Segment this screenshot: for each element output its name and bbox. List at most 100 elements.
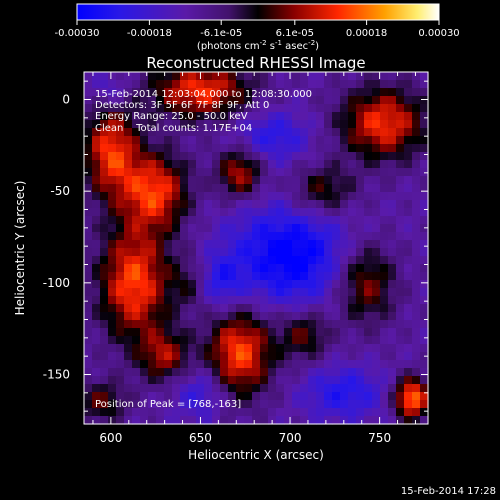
heatmap-cell [292, 160, 301, 169]
heatmap-cell [300, 320, 309, 329]
heatmap-cell [332, 416, 341, 425]
heatmap-cell [188, 160, 197, 169]
heatmap-cell [84, 336, 93, 345]
heatmap-cell [396, 336, 405, 345]
heatmap-cell [92, 192, 101, 201]
heatmap-cell [84, 312, 93, 321]
heatmap-cell [236, 232, 245, 241]
heatmap-cell [404, 408, 413, 417]
heatmap-cell [180, 320, 189, 329]
heatmap-cell [140, 192, 149, 201]
heatmap-cell [228, 120, 237, 129]
heatmap-cell [388, 168, 397, 177]
heatmap-cell [92, 128, 101, 137]
heatmap-cell [380, 320, 389, 329]
heatmap-cell [356, 352, 365, 361]
heatmap-cell [132, 80, 141, 89]
heatmap-cell [172, 416, 181, 425]
heatmap-cell [276, 200, 285, 209]
heatmap-cell [204, 184, 213, 193]
heatmap-cell [188, 408, 197, 417]
heatmap-cell [164, 352, 173, 361]
heatmap-cell [204, 200, 213, 209]
heatmap-cell [364, 104, 373, 113]
heatmap-cell [140, 80, 149, 89]
heatmap-cell [340, 72, 349, 81]
heatmap-cell [148, 224, 157, 233]
heatmap-cell [316, 128, 325, 137]
heatmap-cell [284, 80, 293, 89]
heatmap-cell [276, 168, 285, 177]
heatmap-cell [380, 304, 389, 313]
heatmap-cell [196, 200, 205, 209]
heatmap-cell [380, 96, 389, 105]
heatmap-cell [260, 256, 269, 265]
heatmap-cell [140, 408, 149, 417]
heatmap-cell [412, 376, 421, 385]
heatmap-cell [292, 80, 301, 89]
heatmap-cell [396, 96, 405, 105]
heatmap-cell [364, 176, 373, 185]
heatmap-cell [156, 360, 165, 369]
heatmap-cell [412, 120, 421, 129]
heatmap-cell [292, 392, 301, 401]
heatmap-cell [276, 360, 285, 369]
heatmap-cell [380, 384, 389, 393]
heatmap-cell [284, 360, 293, 369]
heatmap-cell [228, 176, 237, 185]
heatmap-cell [300, 104, 309, 113]
colorbar-tick-label: -0.00030 [55, 28, 100, 39]
heatmap-cell [244, 240, 253, 249]
heatmap-cell [212, 264, 221, 273]
heatmap-cell [220, 88, 229, 97]
heatmap-cell [364, 296, 373, 305]
heatmap-cell [372, 344, 381, 353]
heatmap-cell [316, 256, 325, 265]
heatmap-cell [284, 192, 293, 201]
heatmap-cell [164, 416, 173, 425]
heatmap-cell [292, 264, 301, 273]
heatmap-cell [268, 264, 277, 273]
heatmap-cell [100, 368, 109, 377]
heatmap-cell [276, 184, 285, 193]
heatmap-cell [260, 352, 269, 361]
heatmap-cell [380, 360, 389, 369]
heatmap-cell [132, 72, 141, 81]
heatmap-cell [244, 288, 253, 297]
heatmap-cell [116, 296, 125, 305]
heatmap-cell [388, 416, 397, 425]
heatmap-cell [292, 304, 301, 313]
heatmap-cell [316, 160, 325, 169]
heatmap-cell [364, 312, 373, 321]
heatmap-cell [108, 400, 117, 409]
heatmap-cell [196, 336, 205, 345]
heatmap-cell [316, 168, 325, 177]
heatmap-cell [212, 272, 221, 281]
heatmap-cell [260, 224, 269, 233]
heatmap-cell [228, 128, 237, 137]
heatmap-cell [308, 256, 317, 265]
heatmap-cell [204, 176, 213, 185]
heatmap-cell [244, 176, 253, 185]
heatmap-cell [116, 368, 125, 377]
heatmap-cell [188, 384, 197, 393]
heatmap-cell [164, 272, 173, 281]
heatmap-cell [172, 96, 181, 105]
heatmap-cell [356, 384, 365, 393]
heatmap-cell [316, 392, 325, 401]
heatmap-cell [324, 264, 333, 273]
heatmap-cell [196, 400, 205, 409]
heatmap-cell [372, 120, 381, 129]
heatmap-cell [388, 296, 397, 305]
heatmap-cell [180, 368, 189, 377]
heatmap-cell [364, 344, 373, 353]
heatmap-cell [148, 168, 157, 177]
heatmap-cell [340, 176, 349, 185]
heatmap-cell [316, 264, 325, 273]
heatmap-cell [220, 368, 229, 377]
heatmap-cell [124, 248, 133, 257]
heatmap-cell [340, 400, 349, 409]
heatmap-cell [148, 280, 157, 289]
heatmap-cell [292, 248, 301, 257]
x-tick-label: 750 [368, 431, 391, 445]
